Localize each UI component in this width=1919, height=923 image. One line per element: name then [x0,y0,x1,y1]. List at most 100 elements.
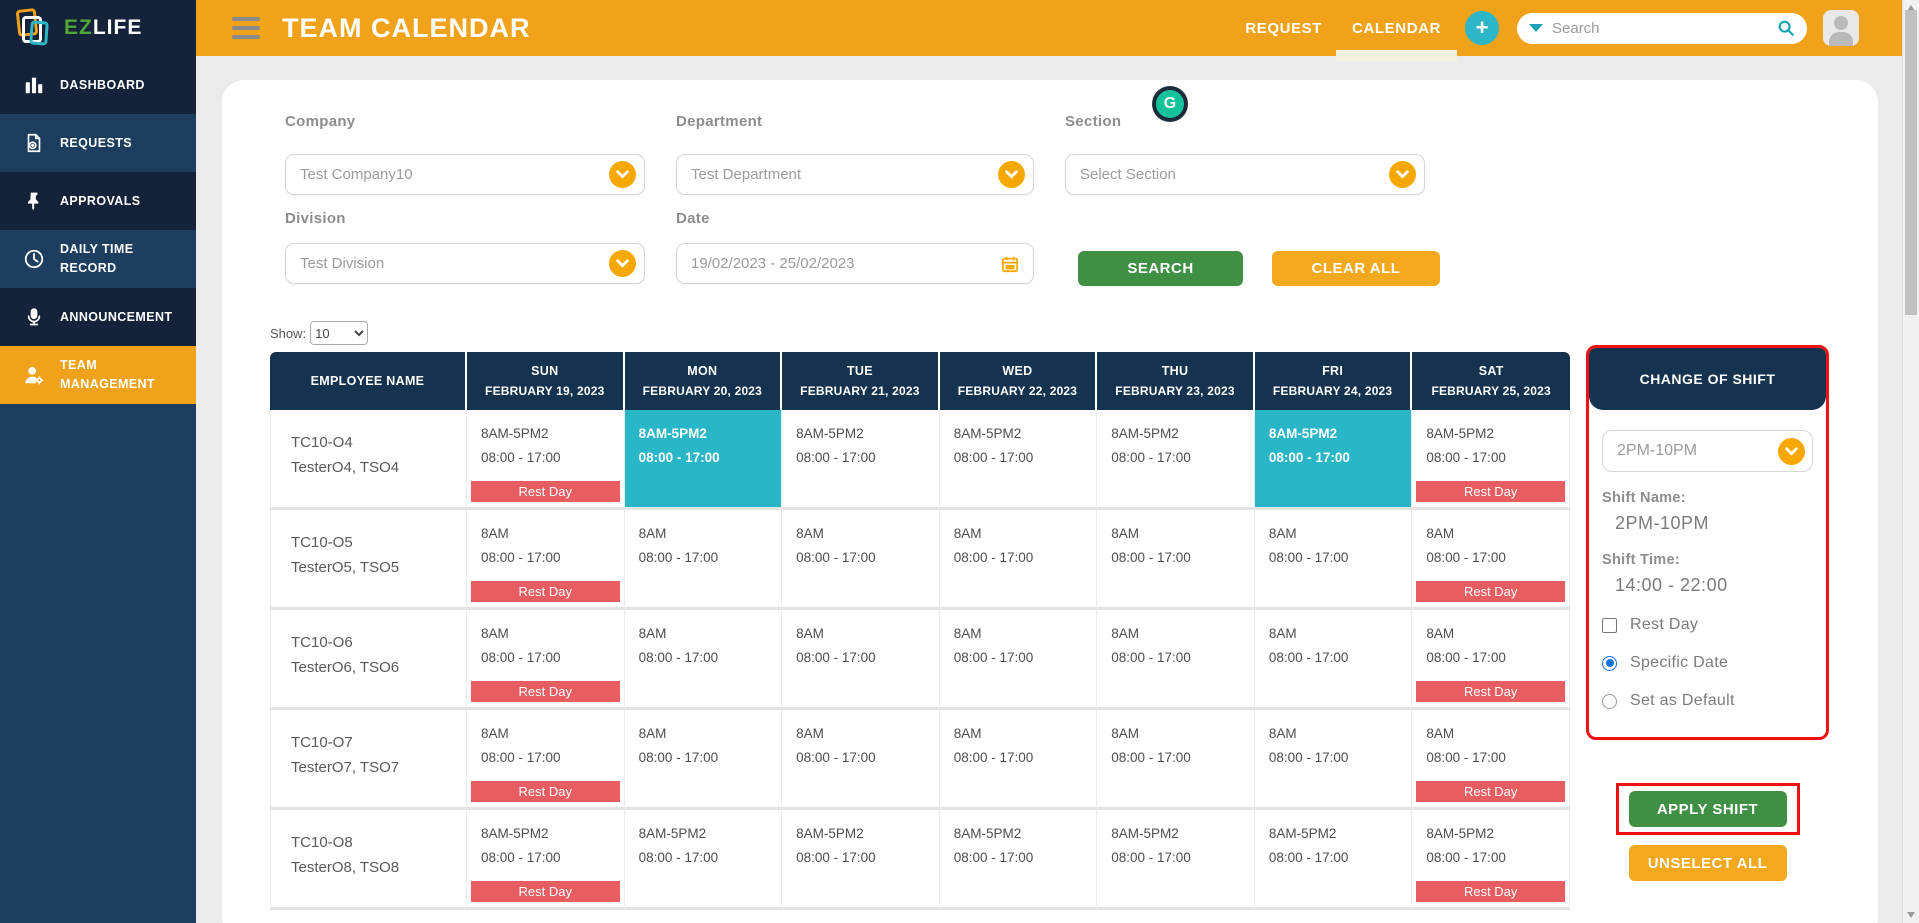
schedule-cell[interactable]: 8AM-5PM2 08:00 - 17:00 [939,410,1098,510]
avatar[interactable] [1823,10,1859,46]
show-select[interactable]: 10 [310,321,369,345]
section-select[interactable]: Select Section [1065,154,1425,195]
company-select[interactable]: Test Company10 [285,154,645,195]
calendar-card: G Company Test Company10 Department [222,80,1878,923]
chevron-down-icon[interactable] [1778,437,1805,465]
option-set-as-default[interactable]: Set as Default [1602,692,1813,710]
schedule-cell[interactable]: 8AM-5PM2 08:00 - 17:00 [1254,810,1413,910]
schedule-cell[interactable]: 8AM-5PM2 08:00 - 17:00 [939,810,1098,910]
scrollbar-thumb[interactable] [1905,10,1917,315]
sidebar-item-dashboard[interactable]: DASHBOARD [0,56,196,114]
scroll-down-icon[interactable] [1907,912,1915,918]
schedule-cell[interactable]: 8AM-5PM2 08:00 - 17:00 [624,810,783,910]
sidebar-item-daily-time-record[interactable]: DAILY TIME RECORD [0,230,196,288]
search-button[interactable]: SEARCH [1078,251,1243,286]
schedule-cell[interactable]: 8AM 08:00 - 17:00 [939,510,1098,610]
schedule-cell[interactable]: 8AM 08:00 - 17:00 Rest Day [467,510,625,610]
schedule-cell-selected[interactable]: 8AM-5PM2 08:00 - 17:00 [1254,410,1413,510]
schedule-cell[interactable]: 8AM-5PM2 08:00 - 17:00 Rest Day [467,810,625,910]
search-filter-caret-icon[interactable] [1529,24,1543,32]
schedule-cell[interactable]: 8AM-5PM2 08:00 - 17:00 [1097,410,1255,510]
shift-select[interactable]: 2PM-10PM [1602,430,1813,472]
search-icon[interactable] [1777,19,1795,37]
scroll-up-icon[interactable] [1907,5,1915,11]
chevron-down-icon[interactable] [998,161,1025,188]
sidebar-item-team-management[interactable]: TEAM MANAGEMENT [0,346,196,404]
schedule-cell[interactable]: 8AM 08:00 - 17:00 Rest Day [1412,610,1570,710]
sidebar-item-approvals[interactable]: APPROVALS [0,172,196,230]
page-scrollbar[interactable] [1902,0,1919,923]
chevron-down-icon[interactable] [609,250,636,277]
grammarly-icon[interactable]: G [1152,86,1188,122]
table-row: TC10-O5 TesterO5, TSO5 8AM 08:00 - 17:00… [270,510,1570,610]
division-select[interactable]: Test Division [285,243,645,284]
schedule-cell[interactable]: 8AM 08:00 - 17:00 Rest Day [1412,510,1570,610]
tab-request[interactable]: REQUEST [1245,19,1323,37]
person-gear-icon [22,364,46,386]
schedule-cell[interactable]: 8AM-5PM2 08:00 - 17:00 Rest Day [467,410,625,510]
ezlife-logo-icon [14,8,54,48]
option-rest-day[interactable]: Rest Day [1602,616,1813,634]
column-header-sun: SUN FEBRUARY 19, 2023 [467,352,625,410]
sidebar-nav: DASHBOARD REQUESTS APPROVALS DAILY TIME … [0,56,196,404]
column-header-fri: FRI FEBRUARY 24, 2023 [1254,352,1413,410]
schedule-cell-selected[interactable]: 8AM-5PM2 08:00 - 17:00 [624,410,783,510]
page-title: TEAM CALENDAR [282,12,531,43]
schedule-cell[interactable]: 8AM 08:00 - 17:00 [782,510,940,610]
schedule-cell[interactable]: 8AM 08:00 - 17:00 [624,610,783,710]
schedule-cell[interactable]: 8AM 08:00 - 17:00 [1254,610,1413,710]
schedule-cell[interactable]: 8AM 08:00 - 17:00 [624,710,783,810]
checkbox-unchecked-icon[interactable] [1602,617,1617,633]
rest-day-badge: Rest Day [1416,481,1565,502]
column-header-mon: MON FEBRUARY 20, 2023 [624,352,783,410]
search-input[interactable] [1552,19,1768,37]
top-navigation: REQUEST CALENDAR [1245,0,1457,61]
clear-all-button[interactable]: CLEAR ALL [1272,251,1440,286]
schedule-cell[interactable]: 8AM 08:00 - 17:00 [1097,610,1255,710]
employee-name-cell: TC10-O8 TesterO8, TSO8 [270,810,467,910]
schedule-cell[interactable]: 8AM-5PM2 08:00 - 17:00 [782,810,940,910]
shift-name-value: 2PM-10PM [1615,513,1710,533]
chevron-down-icon[interactable] [1389,161,1416,188]
search-bar[interactable] [1517,12,1807,44]
schedule-cell[interactable]: 8AM 08:00 - 17:00 [624,510,783,610]
schedule-cell[interactable]: 8AM-5PM2 08:00 - 17:00 Rest Day [1412,410,1570,510]
radio-unchecked-icon[interactable] [1602,693,1617,709]
schedule-cell[interactable]: 8AM-5PM2 08:00 - 17:00 [1097,810,1255,910]
employee-name-cell: TC10-O5 TesterO5, TSO5 [270,510,467,610]
calendar-icon[interactable] [1001,255,1019,273]
schedule-cell[interactable]: 8AM 08:00 - 17:00 [939,610,1098,710]
column-header-wed: WED FEBRUARY 22, 2023 [939,352,1098,410]
schedule-cell[interactable]: 8AM-5PM2 08:00 - 17:00 [782,410,940,510]
schedule-cell[interactable]: 8AM 08:00 - 17:00 [1097,710,1255,810]
tab-calendar[interactable]: CALENDAR [1336,0,1457,61]
unselect-all-button[interactable]: UNSELECT ALL [1628,845,1787,881]
brand-logo[interactable]: EZLIFE [0,0,196,56]
schedule-cell[interactable]: 8AM 08:00 - 17:00 Rest Day [467,610,625,710]
schedule-cell[interactable]: 8AM 08:00 - 17:00 [782,610,940,710]
sidebar-item-requests[interactable]: REQUESTS [0,114,196,172]
calendar-body: EMPLOYEE NAME SUN FEBRUARY 19, 2023 MON FEBR… [270,345,1878,910]
radio-checked-icon[interactable] [1602,655,1617,671]
option-specific-date[interactable]: Specific Date [1602,654,1813,672]
sidebar-item-announcement[interactable]: ANNOUNCEMENT [0,288,196,346]
change-of-shift-panel: CHANGE OF SHIFT 2PM-10PM Shift Name: 2PM… [1586,345,1829,740]
column-header-tue: TUE FEBRUARY 21, 2023 [782,352,940,410]
schedule-cell[interactable]: 8AM 08:00 - 17:00 [782,710,940,810]
schedule-cell[interactable]: 8AM 08:00 - 17:00 Rest Day [467,710,625,810]
schedule-cell[interactable]: 8AM 08:00 - 17:00 Rest Day [1412,710,1570,810]
schedule-cell[interactable]: 8AM 08:00 - 17:00 [1254,510,1413,610]
department-select[interactable]: Test Department [676,154,1034,195]
pin-icon [22,191,46,211]
schedule-cell[interactable]: 8AM-5PM2 08:00 - 17:00 Rest Day [1412,810,1570,910]
date-range-field[interactable]: 19/02/2023 - 25/02/2023 [676,243,1034,284]
schedule-cell[interactable]: 8AM 08:00 - 17:00 [939,710,1098,810]
add-button[interactable]: + [1465,11,1499,45]
chevron-down-icon[interactable] [609,161,636,188]
schedule-cell[interactable]: 8AM 08:00 - 17:00 [1254,710,1413,810]
document-plus-icon [22,132,46,154]
apply-shift-button[interactable]: APPLY SHIFT [1628,791,1787,827]
menu-icon[interactable] [232,17,260,39]
rest-day-badge: Rest Day [1416,781,1565,802]
schedule-cell[interactable]: 8AM 08:00 - 17:00 [1097,510,1255,610]
